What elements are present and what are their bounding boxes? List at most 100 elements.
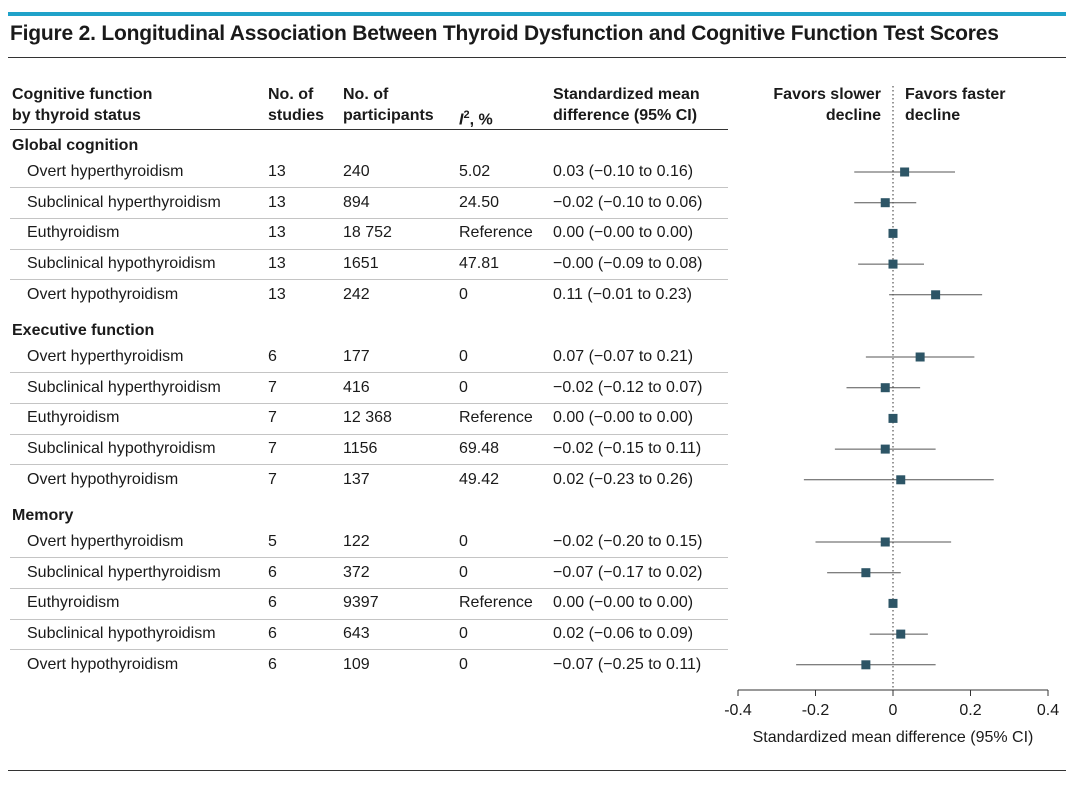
estimate-marker [880, 198, 890, 208]
row-divider [10, 187, 728, 188]
row-divider [10, 403, 728, 404]
row-divider [10, 619, 728, 620]
row-i2: 5.02 [459, 163, 491, 180]
row-participants: 137 [343, 470, 370, 488]
row-participants: 372 [343, 563, 370, 581]
row-smd: −0.07 (−0.17 to 0.02) [553, 563, 703, 581]
row-i2: Reference [459, 409, 533, 427]
row-i2: Reference [459, 224, 533, 242]
bottom-divider [8, 770, 1066, 771]
section-header: Executive function [12, 322, 155, 339]
row-label: Euthyroidism [27, 594, 120, 612]
row-participants: 643 [343, 625, 370, 643]
row-participants: 18 752 [343, 224, 392, 242]
header-line: No. of [343, 86, 389, 103]
row-i2: 0 [459, 285, 468, 303]
x-axis-label: Standardized mean difference (95% CI) [753, 729, 1034, 746]
row-i2: 0 [459, 378, 468, 396]
row-divider [10, 434, 728, 435]
header-line: difference (95% CI) [553, 107, 698, 124]
x-tick-label: -0.2 [802, 702, 830, 719]
row-i2: 49.42 [459, 470, 500, 488]
row-divider [10, 557, 728, 558]
estimate-marker [880, 383, 890, 393]
estimate-marker [888, 413, 898, 423]
favor-line: Favors faster [905, 86, 1006, 103]
row-smd: 0.11 (−0.01 to 0.23) [553, 285, 692, 303]
row-label: Euthyroidism [27, 224, 120, 242]
header-i2-unit: , % [469, 111, 493, 129]
row-divider [10, 372, 728, 373]
row-participants: 240 [343, 163, 370, 180]
row-smd: −0.00 (−0.09 to 0.08) [553, 255, 703, 273]
row-participants: 242 [343, 285, 370, 303]
row-i2: 47.81 [459, 255, 500, 273]
header-divider [10, 129, 728, 130]
header-line: by thyroid status [12, 107, 141, 124]
row-divider [10, 249, 728, 250]
row-participants: 9397 [343, 594, 379, 612]
row-studies: 6 [268, 594, 277, 612]
row-divider [10, 649, 728, 650]
estimate-marker [931, 290, 941, 300]
favor-line: Favors slower [773, 86, 881, 103]
row-participants: 122 [343, 533, 370, 550]
section-header: Memory [12, 507, 74, 524]
row-participants: 416 [343, 378, 370, 396]
estimate-marker [896, 475, 906, 485]
row-i2: 0 [459, 348, 468, 365]
row-label: Subclinical hypothyroidism [27, 440, 216, 458]
row-smd: −0.02 (−0.15 to 0.11) [553, 440, 702, 458]
row-smd: 0.02 (−0.23 to 0.26) [553, 470, 694, 488]
estimate-marker [861, 660, 871, 670]
estimate-marker [888, 228, 898, 238]
row-label: Euthyroidism [27, 409, 120, 427]
row-i2: 0 [459, 533, 468, 550]
row-divider [10, 464, 728, 465]
row-label: Overt hypothyroidism [27, 655, 179, 673]
header-i2-superscript: 2 [463, 109, 470, 121]
favors-slower-label: Favors slower decline [771, 84, 881, 126]
row-label: Overt hyperthyroidism [27, 163, 184, 180]
row-label: Overt hyperthyroidism [27, 533, 184, 550]
estimate-marker [915, 352, 925, 362]
row-i2: 0 [459, 625, 468, 643]
estimate-marker [888, 598, 898, 608]
estimate-marker [861, 568, 871, 578]
header-i2-letter: I [459, 111, 464, 129]
row-participants: 1651 [343, 255, 379, 273]
row-studies: 13 [268, 255, 286, 273]
row-i2: 0 [459, 563, 468, 581]
row-studies: 5 [268, 533, 277, 550]
row-participants: 1156 [343, 440, 378, 458]
row-smd: −0.02 (−0.10 to 0.06) [553, 193, 703, 211]
row-studies: 6 [268, 348, 277, 365]
header-studies: No. of studies [268, 84, 324, 126]
row-label: Subclinical hypothyroidism [27, 625, 216, 643]
row-studies: 7 [268, 378, 277, 396]
row-studies: 6 [268, 655, 277, 673]
header-line: participants [343, 107, 434, 124]
row-divider [10, 279, 728, 280]
row-smd: −0.07 (−0.25 to 0.11) [553, 655, 702, 673]
estimate-marker [880, 537, 890, 547]
row-studies: 13 [268, 224, 286, 242]
header-line: Standardized mean [553, 86, 700, 103]
x-tick-label: 0 [889, 702, 898, 719]
row-smd: −0.02 (−0.12 to 0.07) [553, 378, 703, 396]
favor-line: decline [905, 107, 961, 124]
row-i2: 24.50 [459, 193, 500, 211]
row-studies: 6 [268, 625, 277, 643]
row-label: Subclinical hyperthyroidism [27, 378, 221, 396]
estimate-marker [896, 629, 906, 639]
row-smd: 0.00 (−0.00 to 0.00) [553, 594, 694, 612]
row-participants: 894 [343, 193, 370, 211]
x-tick-label: 0.2 [959, 702, 981, 719]
row-smd: 0.03 (−0.10 to 0.16) [553, 163, 694, 180]
row-smd: −0.02 (−0.20 to 0.15) [553, 533, 703, 550]
accent-bar [8, 12, 1066, 16]
row-studies: 13 [268, 285, 286, 303]
header-cognitive-function: Cognitive function by thyroid status [12, 84, 152, 126]
row-smd: 0.02 (−0.06 to 0.09) [553, 625, 694, 643]
x-tick-label: -0.4 [724, 702, 752, 719]
